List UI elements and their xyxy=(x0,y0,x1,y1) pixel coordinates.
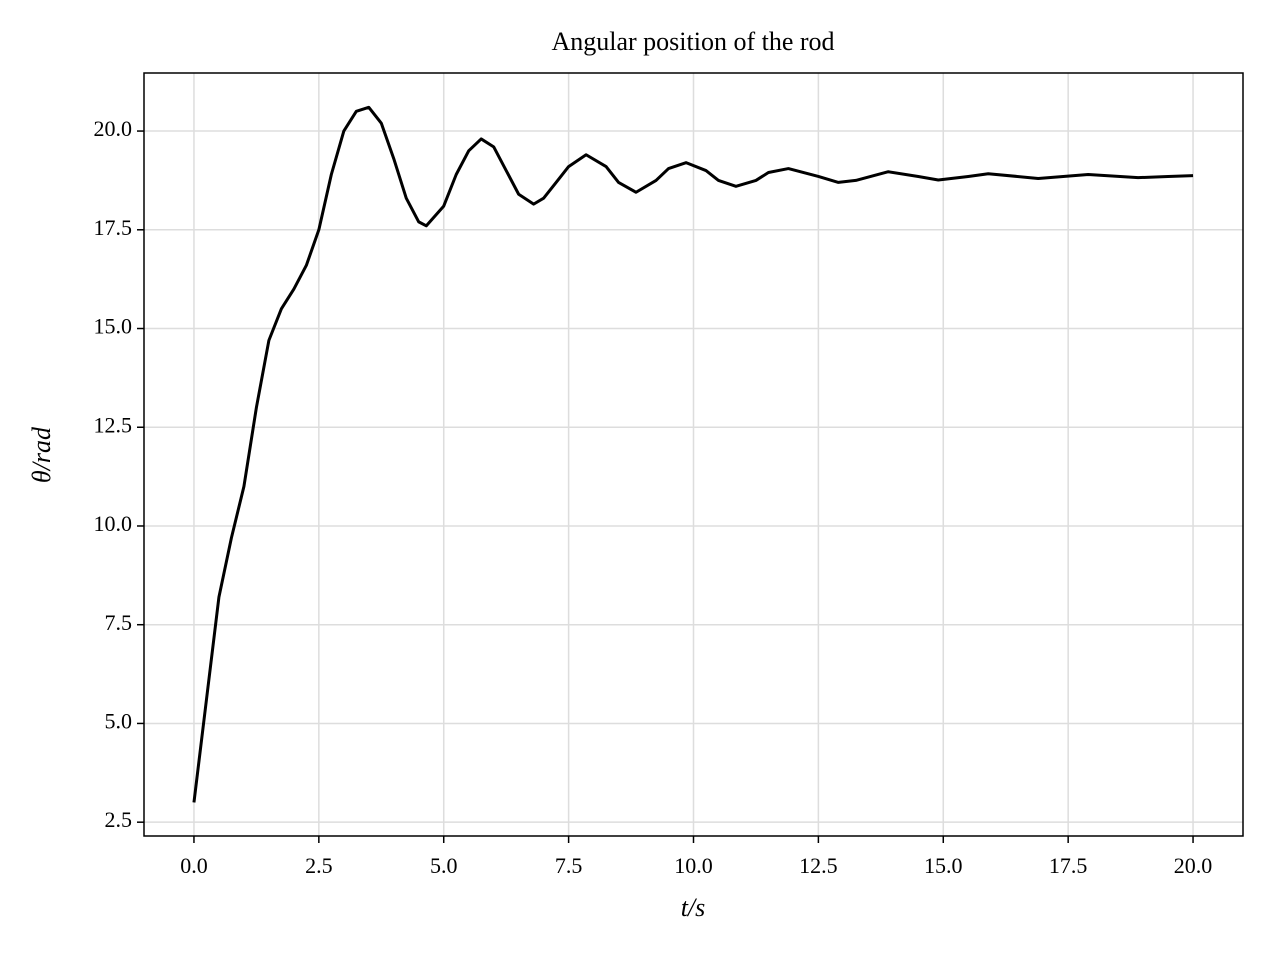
y-axis-label: θ/rad xyxy=(27,426,56,483)
y-tick-label: 10.0 xyxy=(94,511,133,536)
y-tick-label: 12.5 xyxy=(94,412,133,437)
x-tick-label: 0.0 xyxy=(180,853,208,878)
plot-frame xyxy=(143,72,1244,837)
x-tick-label: 7.5 xyxy=(555,853,583,878)
x-tick-label: 10.0 xyxy=(674,853,713,878)
y-tick-label: 7.5 xyxy=(105,610,133,635)
chart-title: Angular position of the rod xyxy=(551,27,834,56)
x-tick-label: 20.0 xyxy=(1174,853,1213,878)
x-tick-label: 12.5 xyxy=(799,853,838,878)
y-tick-label: 2.5 xyxy=(105,807,133,832)
y-tick-label: 20.0 xyxy=(94,116,133,141)
line xyxy=(192,105,1194,803)
x-tick-label: 2.5 xyxy=(305,853,333,878)
x-axis-label: t/s xyxy=(681,893,706,922)
y-tick-label: 5.0 xyxy=(105,708,133,733)
x-tick-label: 17.5 xyxy=(1049,853,1088,878)
x-tick-label: 15.0 xyxy=(924,853,963,878)
y-tick-label: 15.0 xyxy=(94,314,133,339)
x-tick-label: 5.0 xyxy=(430,853,458,878)
y-tick-label: 17.5 xyxy=(94,215,133,240)
